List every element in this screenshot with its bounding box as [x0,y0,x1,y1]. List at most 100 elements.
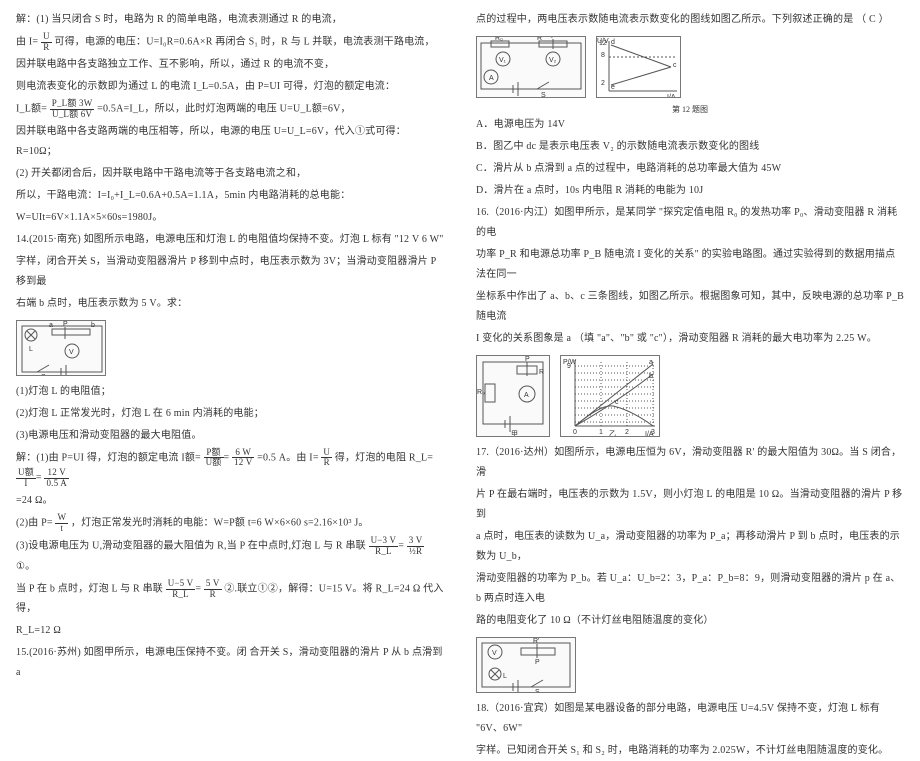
frac-den: R [321,458,332,468]
left-text: 因并联电路中各支路两端的电压相等，所以，电源的电压 U=U_L=6V，代入①式可… [16,122,444,162]
s-label: S [535,689,540,693]
right-text: 功率 P_R 和电源总功率 P_B 随电流 I 变化的关系" 的实验电路图。通过… [476,245,904,285]
left-text: 则电流表变化的示数即为通过 L 的电流 I_L=0.5A，由 P=UI 可得，灯… [16,77,444,97]
left-text: (2)灯泡 L 正常发光时，灯泡 L 在 6 min 内消耗的电能； [16,404,444,424]
l-label: L [503,673,507,680]
page: 解：(1) 当只闭合 S 时，电路为 R 的简单电路，电流表测通过 R 的电流，… [0,0,920,649]
left-text: 15.(2016·苏州) 如图甲所示，电源电压保持不变。闭 合开关 S，滑动变阻… [16,643,444,683]
frac-num: 5 V [204,579,222,590]
cap: 乙 [609,430,616,437]
fraction: U−3 VR_L [369,536,399,557]
right-text: 路的电阻变化了 10 Ω（不计灯丝电阻随温度的变化） [476,611,904,631]
y2-label: 8 [601,52,605,59]
fraction: U额I [16,468,36,489]
left-text: R_L=12 Ω [16,621,444,641]
frac-den: t [55,524,68,534]
frac-den: I [16,479,36,489]
option-d: D．滑片在 a 点时，10s 内电阻 R 消耗的电能为 10J [476,181,904,201]
meter-v-label: V [69,349,74,356]
xlabel: I/A [667,94,676,98]
left-text: 右端 b 点时，电压表示数为 5 V。求： [16,294,444,314]
frac-den: 0.5 A [44,479,69,489]
tick: 3 [651,429,655,436]
frac-den: R_L [166,590,196,600]
text: ①。 [16,561,35,572]
pt-c: c [673,62,677,69]
p-label: P [551,36,556,40]
frac-den: R [204,590,222,600]
left-text: W=UIt=6V×1.1A×5×60s=1980J。 [16,208,444,228]
fig15-caption: 第 12 题图 [476,104,904,115]
fraction: UR [41,32,52,53]
a-label: A [489,75,494,82]
frac-den: 12 V [232,458,254,468]
frac-den: ½R [407,547,425,557]
right-column: 点的过程中，两电压表示数随电流表示数变化的图线如图乙所示。下列叙述正确的是 （ … [460,0,920,649]
tick: 0 [573,429,577,436]
left-text: 所以，干路电流：I=I₀+I_L=0.6A+0.5A=1.1A，5min 内电路… [16,186,444,206]
pt-d: d [611,39,615,46]
lc: c [615,399,619,406]
v1-label: V₁ [499,57,507,64]
fraction: 5 VR [204,579,222,600]
left-text: (2) 开关都闭合后，因并联电路中干路电流等于各支路电流之和， [16,164,444,184]
v2-label: V₂ [549,57,557,64]
rv-label: R [537,36,542,42]
option-a: A．电源电压为 14V [476,115,904,135]
graph-15-svg: 12 8 2 U/V I/A d c e [596,36,681,98]
s-label: S [541,92,546,98]
left-text: 解：(1)由 P=UI 得，灯泡的额定电流 I额= P额U额= 6 W12 V … [16,448,444,490]
option-c: C．滑片从 b 点滑到 a 点的过程中，电路消耗的总功率最大值为 45W [476,159,904,179]
r0-label: R₀ [495,36,503,42]
figure-14: L a P b V S [16,320,444,376]
r0-label: R₀ [477,389,485,396]
frac-den: U_L额 6V [50,110,95,120]
text: 当 P 在 b 点时，灯泡 L 与 R 串联 [16,583,166,594]
frac-num: U−5 V [166,579,196,590]
p-label: P [525,356,530,363]
lamp-label: L [29,346,33,353]
slider-a-label: a [49,322,53,329]
left-column: 解：(1) 当只闭合 S 时，电路为 R 的简单电路，电流表测通过 R 的电流，… [0,0,460,649]
text: =0.5 A。由 I= [257,452,319,463]
left-text: 因并联电路中各支路独立工作、互不影响，所以，通过 R 的电流不变， [16,55,444,75]
right-text: 17.（2016·达州）如图所示，电源电压恒为 6V，滑动变阻器 R' 的最大阻… [476,443,904,483]
left-text: (1)灯泡 L 的电阻值； [16,382,444,402]
left-text: 由 I= UR 可得，电源的电压：U=I₀R=0.6A×R 再闭合 S₁ 时，R… [16,32,444,53]
figure-16: P R R₀ A 甲 P/W I/A a [476,355,904,437]
la: a [649,359,653,366]
frac-den: R [41,43,52,53]
fraction: P_L额 3WU_L额 6V [50,99,95,120]
fraction: UR [321,448,332,469]
figure-17: V L R' P S [476,637,904,693]
text: 解：(1)由 P=UI 得，灯泡的额定电流 I额= [16,452,201,463]
left-text: =24 Ω。 [16,491,444,511]
slider-p-label: P [63,321,68,328]
fraction: Wt [55,513,68,534]
frac-den: R_L [369,547,399,557]
ylabel: U/V [597,38,609,45]
fraction: 6 W12 V [232,448,254,469]
fraction: 12 V0.5 A [44,468,69,489]
left-text: (2)由 P= Wt ，灯泡正常发光时消耗的电能：W=P额 t=6 W×6×60… [16,513,444,534]
text: 得，灯泡的电阻 R_L= [335,452,433,463]
left-text: (3)电源电压和滑动变阻器的最大电阻值。 [16,426,444,446]
cap-label: 甲 [511,430,518,437]
option-b: B．图乙中 dc 是表示电压表 V₂ 的示数随电流表示数变化的图线 [476,137,904,157]
left-text: 当 P 在 b 点时，灯泡 L 与 R 串联 U−5 VR_L= 5 VR ②.… [16,579,444,620]
r-label: R [539,369,544,376]
slider-b-label: b [91,322,95,329]
figure-15: R₀ R P V₁ V₂ A S 12 8 2 U/V I/A d [476,36,904,98]
pt-e: e [611,84,615,91]
switch-label: S [41,374,46,376]
frac-den: U额 [204,458,224,468]
text: 可得，电源的电压：U=I₀R=0.6A×R 再闭合 S₁ 时，R 与 L 并联，… [54,37,434,48]
left-text: 14.(2015·南充) 如图所示电路，电源电压和灯泡 L 的电阻值均保持不变。… [16,230,444,250]
right-text: 滑动变阻器的功率为 P_b。若 U_a：U_b=2：3，P_a：P_b=8：9，… [476,569,904,609]
circuit-15-svg: R₀ R P V₁ V₂ A S [476,36,586,98]
right-text: 18.（2016·宜宾）如图是某电器设备的部分电路，电源电压 U=4.5V 保持… [476,699,904,739]
circuit-14-svg: L a P b V S [16,320,106,376]
right-text: 片 P 在最右端时，电压表的示数为 1.5V，则小灯泡 L 的电阻是 10 Ω。… [476,485,904,525]
lb: b [649,373,653,380]
tick: 1 [599,429,603,436]
